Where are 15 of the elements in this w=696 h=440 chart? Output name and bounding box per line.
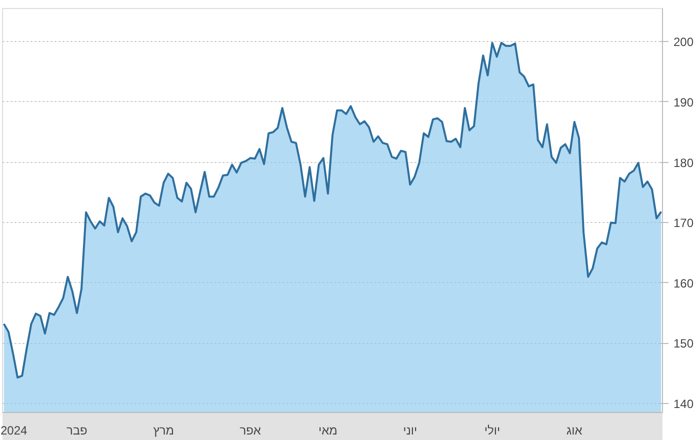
x-tick-label: פבר [66, 424, 88, 438]
x-tick-label: אוג [566, 424, 583, 438]
y-tick-label: 180 [674, 156, 694, 170]
y-tick-label: 200 [674, 35, 694, 50]
x-tick-label: מאי [318, 424, 338, 438]
y-tick-label: 140 [674, 396, 694, 411]
y-tick-label: 190 [674, 95, 694, 110]
x-tick-label: 2024 [0, 424, 28, 438]
x-tick-label: אפר [240, 424, 262, 438]
y-tick-label: 160 [674, 276, 694, 290]
x-tick-label: יולי [484, 424, 500, 438]
x-tick-label: מרץ [153, 424, 174, 438]
x-tick-label: יוני [403, 424, 418, 438]
y-tick-label: 150 [674, 336, 694, 351]
y-tick-label: 170 [674, 216, 694, 230]
